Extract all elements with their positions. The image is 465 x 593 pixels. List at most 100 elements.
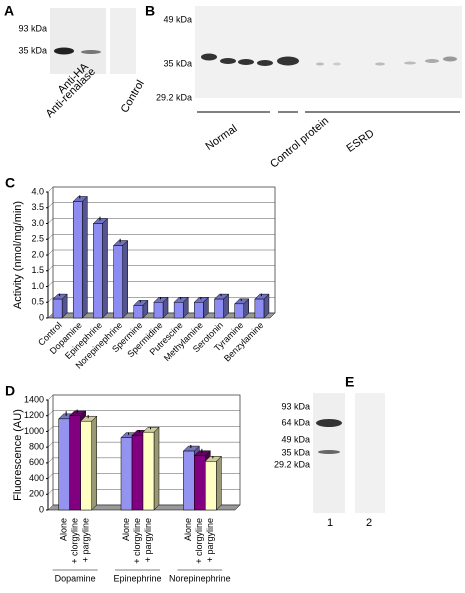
marker-label: 35 kDa	[281, 447, 310, 457]
y-tick-label: 0.5	[31, 297, 44, 307]
bar	[120, 437, 133, 511]
series-label: + clorgyline	[132, 518, 142, 564]
y-tick-label: 800	[29, 442, 44, 452]
bands	[201, 53, 457, 66]
y-tick-label: 1000	[24, 426, 44, 436]
lane-label: 1	[327, 517, 333, 529]
grid-line	[47, 441, 240, 448]
grid-line	[47, 186, 275, 193]
series-label: Alone	[59, 518, 69, 541]
y-tick-label: 400	[29, 473, 44, 483]
y-tick-label: 0	[39, 504, 44, 514]
marker-label: 29.2 kDa	[274, 459, 310, 469]
y-tick-label: 2.0	[31, 249, 44, 259]
bar	[183, 450, 195, 511]
marker-label: 64 kDa	[281, 417, 310, 427]
bar-side	[216, 455, 222, 511]
bar	[205, 461, 217, 511]
bar	[142, 431, 155, 511]
bar-side	[102, 217, 108, 319]
y-tick-label: 1200	[24, 410, 44, 420]
y-tick-label: 600	[29, 457, 44, 467]
grid-line	[47, 234, 275, 240]
marker-label: 35 kDa	[163, 58, 192, 68]
marker-label: 29.2 kDa	[156, 92, 192, 102]
panel-letter: A	[4, 3, 14, 19]
x-tick-label: Epinephrine	[113, 573, 161, 583]
bar	[194, 455, 206, 511]
bar	[72, 201, 83, 319]
grid-line	[47, 202, 275, 208]
bar	[234, 303, 245, 319]
bar	[173, 302, 184, 319]
y-axis-label: Activity (nmol/mg/min)	[12, 201, 24, 309]
y-tick-label: 200	[29, 489, 44, 499]
blot	[50, 8, 106, 74]
y-tick-label: 1.5	[31, 265, 44, 275]
x-tick-label: Dopamine	[55, 573, 96, 583]
grid-line	[47, 489, 240, 495]
lane-label: Control	[119, 78, 147, 115]
marker-label: 93 kDa	[18, 23, 47, 33]
x-tick-label: Norepinephrine	[169, 573, 231, 583]
lane-label: 2	[366, 517, 372, 529]
grid-line	[47, 249, 275, 256]
y-tick-label: 3.5	[31, 202, 44, 212]
panel-letter: B	[145, 3, 155, 19]
band	[318, 450, 340, 454]
bar	[214, 298, 224, 319]
bar	[153, 302, 164, 319]
series-label: Alone	[121, 518, 131, 541]
grid-line	[47, 473, 240, 479]
y-axis-label: Fluorescence (AU)	[12, 409, 24, 501]
band	[81, 50, 101, 54]
lane-label: Control protein	[268, 115, 331, 171]
bar	[93, 223, 103, 319]
y-tick-label: 0	[39, 312, 44, 322]
series-label: + clorgyline	[70, 518, 80, 564]
y-tick-label: 1400	[24, 394, 44, 404]
blot	[355, 393, 385, 513]
bar-side	[122, 239, 128, 319]
grid-line	[47, 394, 240, 401]
marker-label: 93 kDa	[281, 401, 310, 411]
grid-line	[47, 410, 240, 416]
grid-line	[47, 457, 240, 464]
marker-label: 49 kDa	[163, 14, 192, 24]
bar	[52, 298, 63, 319]
bar	[80, 420, 92, 511]
bar	[133, 305, 144, 319]
grid-line	[47, 281, 275, 287]
series-label: Alone	[183, 518, 193, 541]
bar-side	[82, 195, 88, 319]
grid-line	[47, 426, 240, 432]
marker-label: 49 kDa	[281, 434, 310, 444]
lane-label: ESRD	[345, 127, 377, 154]
y-tick-label: 1.0	[31, 281, 44, 291]
bar-side	[153, 426, 160, 511]
panel-letter: C	[5, 175, 15, 191]
grid-line	[47, 218, 275, 224]
panel-letter: D	[5, 383, 15, 399]
bar	[113, 245, 123, 319]
blot	[110, 8, 136, 74]
grid-line	[47, 265, 275, 271]
y-tick-label: 4.0	[31, 186, 44, 196]
bar	[254, 298, 265, 319]
band	[316, 419, 342, 427]
blot	[195, 6, 462, 98]
bar	[131, 435, 144, 511]
bar	[194, 302, 204, 319]
band	[54, 47, 74, 55]
lane-label: Normal	[204, 123, 240, 153]
bar	[58, 418, 70, 511]
y-tick-label: 3.0	[31, 218, 44, 228]
series-label: + pargyline	[81, 518, 91, 562]
panel-letter: E	[345, 374, 354, 390]
series-label: + clorgyline	[194, 518, 204, 564]
bar	[69, 415, 81, 511]
series-label: + pargyline	[143, 518, 153, 562]
bar-side	[91, 415, 97, 511]
y-tick-label: 2.5	[31, 234, 44, 244]
